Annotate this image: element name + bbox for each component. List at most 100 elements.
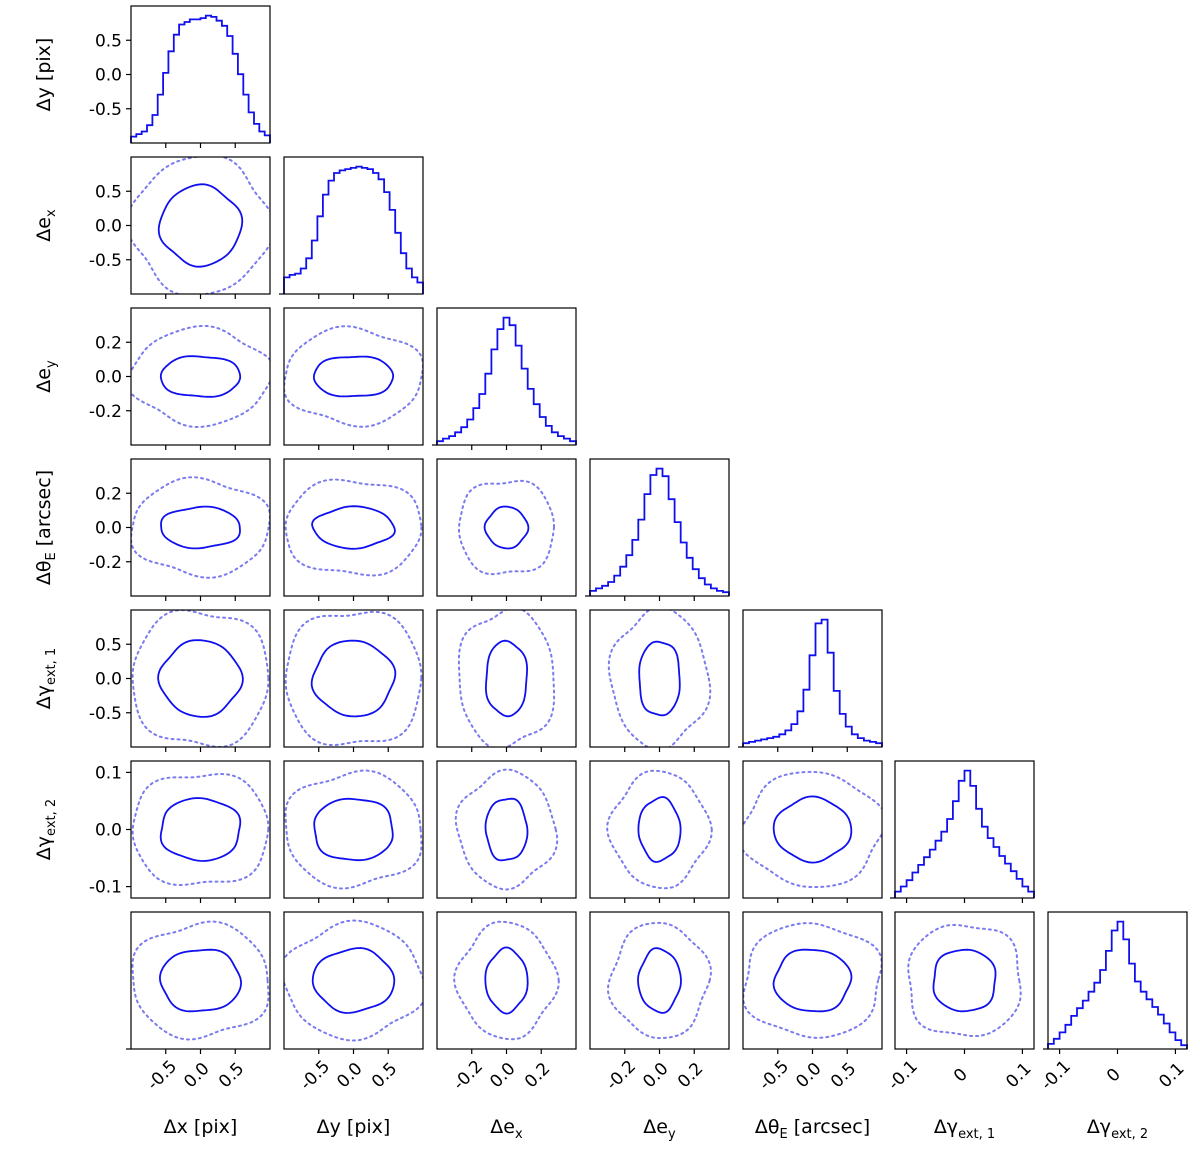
x-tick-label: 0.5 [368,1059,401,1092]
panel-frame [130,760,271,899]
panel-frame [283,458,424,597]
panel-dey-vs-dy [283,458,424,601]
panel-dgamma2-vs-dy: -0.5 0.0 0.5 [283,911,424,1095]
y-tick-label: 0.2 [95,333,122,353]
panel-frame [283,760,424,899]
inner-contour [484,639,529,718]
y-axis-label-dthetaE: ΔθE [arcsec] [33,470,59,585]
x-tick-label: -0.2 [449,1057,487,1095]
panel-dx-vs-dx: -0.5 0.0 0.5 [89,5,271,148]
x-axis-label-dgamma2: Δγext, 2 [1087,1116,1148,1142]
panel-frame [589,760,730,899]
x-tick-label: -0.5 [296,1057,334,1095]
inner-contour [638,640,681,717]
panel-dgamma2-vs-dgamma2: -0.1 0 0.1 [1037,911,1189,1095]
outer-contour [743,922,882,1039]
panel-frame [130,609,271,748]
panel-dex-vs-dx: -0.2 0.0 0.2 [89,307,271,450]
x-tick-label: -0.1 [1037,1057,1075,1095]
y-tick-label: 0.0 [95,519,122,539]
y-tick-label: 0.0 [95,368,122,388]
x-tick-label: 0.0 [639,1059,672,1092]
panel-dthetaE-vs-dex [436,609,577,752]
panel-frame [283,609,424,748]
panel-dthetaE-vs-dx: -0.5 0.0 0.5 [89,609,271,752]
x-tick-label: 0.5 [215,1059,248,1092]
panel-dgamma1-vs-dy [283,760,424,903]
y-axis-label-dgamma1: Δγext, 1 [33,648,59,709]
x-axis-label-dy: Δy [pix] [317,1116,391,1138]
panel-frame [436,458,577,597]
inner-contour [484,797,529,862]
panel-frame [742,609,883,748]
outer-contour [131,325,270,428]
panel-dthetaE-vs-dy [283,609,424,752]
x-tick-label: 0.5 [827,1059,860,1092]
panel-dy-vs-dy [279,156,424,299]
panel-frame [894,911,1035,1050]
panel-dgamma1-vs-dx: -0.1 0.0 0.1 [89,760,271,903]
inner-contour [310,639,397,718]
inner-contour [313,797,394,862]
panel-dthetaE-vs-dthetaE [738,609,883,752]
panel-dgamma2-vs-dx: -0.5 0.0 0.5 [126,911,271,1095]
inner-contour [313,355,394,398]
y-tick-label: -0.2 [89,402,122,422]
panel-dy-vs-dx: -0.5 0.0 0.5 [89,156,271,299]
panel-dgamma2-vs-dthetaE: -0.5 0.0 0.5 [742,911,883,1095]
x-tick-label: -0.5 [143,1057,181,1095]
y-tick-label: -0.2 [89,553,122,573]
x-axis-label-dx: Δx [pix] [164,1116,238,1138]
outer-contour [284,478,423,577]
outer-contour [458,479,555,576]
y-tick-label: 0.0 [95,217,122,237]
panel-frame [283,307,424,446]
inner-contour [483,505,530,550]
inner-contour [311,505,396,550]
x-axis-label-dex: Δex [490,1116,523,1142]
outer-contour [284,769,423,890]
outer-contour [284,325,423,428]
inner-contour [772,795,853,864]
inner-contour [157,183,244,268]
outer-contour [131,610,270,747]
outer-contour [131,920,270,1041]
outer-contour [131,476,270,579]
x-axis-label-dey: Δey [643,1116,676,1142]
panel-frame [589,458,730,597]
histogram-dthetaE [742,618,883,747]
y-tick-label: -0.5 [89,100,122,120]
panel-dey-vs-dex [436,458,577,601]
outer-contour [284,610,423,747]
panel-frame [283,911,424,1050]
inner-contour [158,948,243,1013]
inner-contour [637,796,682,863]
panel-frame [436,609,577,748]
panel-dey-vs-dey [585,458,730,601]
histogram-dx [130,14,271,143]
x-tick-label: 0.2 [521,1059,554,1092]
y-tick-label: 0.1 [95,763,122,783]
panel-frame [283,156,424,295]
panel-dthetaE-vs-dey [589,609,730,752]
x-tick-label: 0 [1103,1065,1125,1087]
x-tick-label: 0.0 [333,1059,366,1092]
y-tick-label: 0.0 [95,66,122,86]
outer-contour [457,610,556,747]
panel-frame [742,760,883,899]
inner-contour [160,505,241,550]
histogram-dy [283,165,424,294]
y-tick-label: 0.5 [95,31,122,51]
y-tick-label: 0.5 [95,635,122,655]
inner-contour [157,639,244,718]
inner-contour [772,948,853,1013]
panel-frame [130,911,271,1050]
x-axis-label-dthetaE: ΔθE [arcsec] [755,1116,870,1142]
panel-dgamma1-vs-dthetaE [742,760,883,903]
outer-contour [454,768,559,891]
panel-dgamma2-vs-dey: -0.2 0.0 0.2 [589,911,730,1094]
y-tick-label: 0.0 [95,821,122,841]
panel-dgamma2-vs-dgamma1: -0.1 0 0.1 [884,911,1036,1094]
x-tick-label: -0.5 [755,1057,793,1095]
